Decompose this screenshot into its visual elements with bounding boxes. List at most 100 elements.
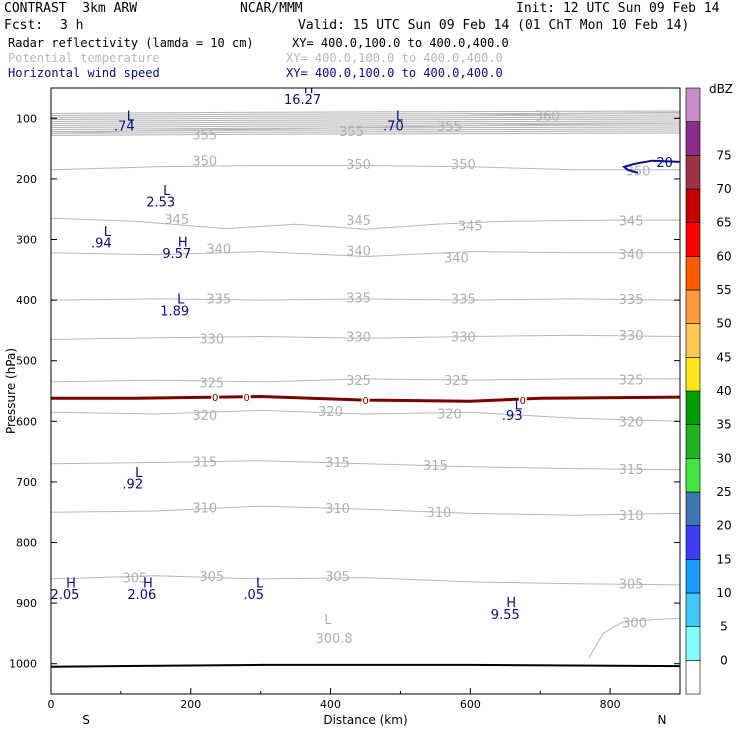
theta-label: 345 bbox=[458, 220, 483, 235]
x-tick-label: 200 bbox=[180, 698, 201, 711]
wind-extremum-value: 9.55 bbox=[491, 608, 520, 623]
theta-contour-325 bbox=[51, 378, 680, 383]
colorbar-swatch bbox=[685, 660, 701, 695]
theta-label: 310 bbox=[325, 502, 350, 517]
theta-label: 310 bbox=[192, 501, 217, 516]
wind-extremum-letter: H bbox=[66, 576, 76, 591]
wind-extremum-letter: L bbox=[256, 576, 264, 591]
colorbar-swatch bbox=[685, 559, 701, 594]
y-tick-label: 200 bbox=[16, 173, 37, 186]
wind-extremum-value: 9.57 bbox=[162, 247, 191, 262]
theta-label: 320 bbox=[192, 409, 217, 424]
wind-extremum-value: .93 bbox=[502, 409, 523, 424]
theta-contour-upper bbox=[51, 118, 680, 122]
theta-label: 305 bbox=[619, 578, 644, 593]
colorbar-unit: dBZ bbox=[709, 82, 733, 96]
field-theta-xy: XY= 400.0,100.0 to 400.0,400.0 bbox=[286, 51, 503, 65]
wind-extremum-letter: L bbox=[177, 292, 185, 307]
theta-label: 325 bbox=[444, 374, 469, 389]
org-name: NCAR/MMM bbox=[240, 1, 303, 16]
colorbar-label: 15 bbox=[716, 552, 731, 566]
y-tick-label: 100 bbox=[16, 112, 37, 125]
theta-label: 315 bbox=[192, 455, 217, 470]
theta-contour-upper bbox=[51, 116, 680, 120]
theta-contour-335 bbox=[51, 298, 680, 301]
theta-contour-upper bbox=[51, 130, 680, 134]
field-wind: Horizontal wind speed bbox=[8, 66, 160, 80]
colorbar-label: 20 bbox=[716, 519, 731, 533]
model-name: CONTRAST 3km ARW bbox=[4, 1, 138, 16]
zero-label: 0 bbox=[520, 396, 526, 407]
colorbar-label: 70 bbox=[716, 182, 731, 196]
theta-label: 340 bbox=[619, 248, 644, 263]
colorbar-swatch bbox=[685, 491, 701, 526]
zero-label-bg bbox=[518, 394, 527, 406]
zero-label-bg bbox=[242, 391, 251, 403]
y-tick-label: 600 bbox=[16, 415, 37, 428]
wind-contour-label: 20 bbox=[656, 156, 673, 171]
theta-label: 345 bbox=[619, 215, 644, 230]
zero-label: 0 bbox=[244, 393, 250, 404]
x-end-label-south: S bbox=[82, 713, 90, 727]
theta-extremum-value: 300.8 bbox=[315, 632, 352, 647]
theta-label: 335 bbox=[206, 292, 231, 307]
x-tick-label: 400 bbox=[320, 698, 341, 711]
theta-contour-upper bbox=[51, 122, 680, 126]
theta-label: 320 bbox=[619, 415, 644, 430]
ground-line bbox=[51, 663, 680, 668]
colorbar-swatch bbox=[685, 121, 701, 156]
theta-label: 335 bbox=[346, 292, 371, 307]
field-reflectivity: Radar reflectivity (lamda = 10 cm) bbox=[8, 36, 254, 50]
colorbar-swatch bbox=[685, 87, 701, 122]
theta-contour-upper bbox=[51, 132, 680, 136]
theta-label: 310 bbox=[426, 506, 451, 521]
colorbar-label: 75 bbox=[716, 148, 731, 162]
x-tick-label: 0 bbox=[48, 698, 55, 711]
y-tick-label: 1000 bbox=[9, 658, 37, 671]
wind-extremum-value: 2.53 bbox=[146, 195, 175, 210]
theta-label: 355 bbox=[437, 120, 462, 135]
wind-contour-20 bbox=[622, 159, 680, 174]
colorbar-label: 65 bbox=[716, 216, 731, 230]
wind-extremum-value: 2.06 bbox=[127, 588, 156, 603]
colorbar-swatch bbox=[685, 222, 701, 257]
wind-extremum-value: .92 bbox=[122, 478, 143, 493]
theta-contour-350 bbox=[51, 165, 680, 171]
theta-label: 320 bbox=[437, 407, 462, 422]
theta-label: 355 bbox=[192, 129, 217, 144]
colorbar-swatch bbox=[685, 188, 701, 223]
wind-extremum-letter: L bbox=[396, 109, 404, 124]
init-time: Init: 12 UTC Sun 09 Feb 14 bbox=[516, 1, 720, 16]
wind-extremum-letter: H bbox=[143, 576, 153, 591]
theta-contour-upper bbox=[51, 120, 680, 124]
plot-frame bbox=[50, 87, 681, 695]
colorbar-swatch bbox=[685, 256, 701, 291]
colorbar-swatch bbox=[685, 323, 701, 358]
forecast-value: 3 h bbox=[60, 18, 84, 33]
y-tick-label: 800 bbox=[16, 537, 37, 550]
theta-contour-300 bbox=[588, 617, 680, 658]
y-tick-label: 500 bbox=[16, 355, 37, 368]
colorbar-label: 30 bbox=[716, 451, 731, 465]
theta-contour-345 bbox=[51, 217, 680, 230]
colorbar-label: 10 bbox=[716, 586, 731, 600]
theta-label: 315 bbox=[423, 459, 448, 474]
theta-label: 315 bbox=[325, 456, 350, 471]
theta-label: 305 bbox=[199, 570, 224, 585]
y-tick-label: 400 bbox=[16, 294, 37, 307]
theta-label: 340 bbox=[346, 244, 371, 259]
theta-contour-upper bbox=[51, 110, 680, 114]
theta-label: 330 bbox=[199, 332, 224, 347]
theta-contour-340 bbox=[51, 251, 680, 258]
field-theta: Potential temperature bbox=[8, 51, 160, 65]
theta-label: 325 bbox=[199, 377, 224, 392]
theta-contour-360 bbox=[470, 111, 680, 116]
valid-time: Valid: 15 UTC Sun 09 Feb 14 (01 ChT Mon … bbox=[298, 18, 690, 33]
colorbar-label: 60 bbox=[716, 249, 731, 263]
theta-contour-355 bbox=[51, 122, 680, 134]
theta-label: 360 bbox=[535, 109, 560, 124]
theta-label: 300 bbox=[622, 616, 647, 631]
wind-extremum-letter: L bbox=[104, 225, 112, 240]
